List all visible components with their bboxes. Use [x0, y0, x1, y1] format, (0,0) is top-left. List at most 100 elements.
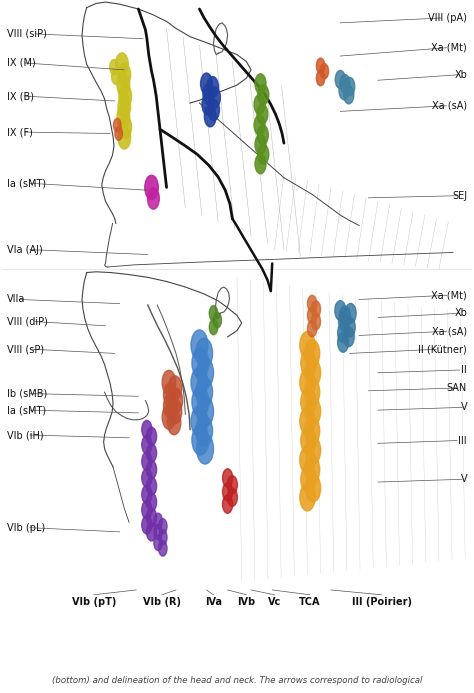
Ellipse shape: [159, 519, 167, 534]
Ellipse shape: [146, 493, 156, 511]
Ellipse shape: [300, 484, 315, 511]
Ellipse shape: [316, 58, 325, 73]
Ellipse shape: [162, 370, 176, 394]
Ellipse shape: [304, 378, 320, 406]
Ellipse shape: [192, 348, 209, 378]
Ellipse shape: [201, 73, 212, 94]
Ellipse shape: [197, 358, 213, 388]
Ellipse shape: [308, 295, 317, 312]
Ellipse shape: [254, 94, 265, 114]
Ellipse shape: [204, 105, 216, 127]
Ellipse shape: [300, 446, 315, 473]
Ellipse shape: [118, 63, 131, 86]
Ellipse shape: [300, 369, 315, 396]
Ellipse shape: [339, 306, 350, 326]
Ellipse shape: [213, 313, 221, 328]
Text: SAN: SAN: [447, 383, 467, 393]
Bar: [2, 270, 472, 585]
Ellipse shape: [344, 86, 354, 104]
Text: (bottom) and delineation of the head and neck. The arrows correspond to radiolog: (bottom) and delineation of the head and…: [52, 676, 422, 685]
Ellipse shape: [316, 71, 325, 86]
Ellipse shape: [117, 73, 130, 96]
Text: SEJ: SEJ: [452, 191, 467, 201]
Ellipse shape: [110, 60, 118, 75]
Ellipse shape: [301, 466, 316, 493]
Ellipse shape: [210, 319, 218, 335]
Ellipse shape: [116, 53, 128, 76]
Text: IVb: IVb: [237, 597, 255, 607]
Ellipse shape: [192, 387, 209, 417]
Ellipse shape: [167, 410, 181, 435]
Ellipse shape: [304, 340, 320, 367]
Ellipse shape: [168, 376, 182, 400]
Ellipse shape: [164, 394, 177, 418]
Ellipse shape: [164, 383, 177, 407]
Ellipse shape: [255, 73, 266, 94]
Bar: [2, 1, 472, 267]
Text: III: III: [458, 436, 467, 446]
Text: VIb (pL): VIb (pL): [7, 523, 45, 533]
Ellipse shape: [147, 188, 159, 209]
Ellipse shape: [146, 460, 156, 479]
Ellipse shape: [227, 475, 237, 494]
Ellipse shape: [335, 301, 346, 320]
Ellipse shape: [258, 144, 269, 164]
Ellipse shape: [142, 516, 152, 534]
Ellipse shape: [146, 508, 156, 527]
Text: Xa (Mt): Xa (Mt): [431, 43, 467, 53]
Ellipse shape: [202, 94, 214, 115]
Text: Xa (sA): Xa (sA): [432, 100, 467, 111]
Ellipse shape: [192, 425, 209, 455]
Text: Xb: Xb: [454, 308, 467, 318]
Ellipse shape: [343, 327, 354, 346]
Ellipse shape: [255, 134, 266, 155]
Ellipse shape: [196, 416, 212, 446]
Ellipse shape: [305, 437, 321, 464]
Ellipse shape: [305, 398, 321, 426]
Text: III (Poirier): III (Poirier): [352, 597, 411, 607]
Ellipse shape: [208, 99, 219, 121]
Ellipse shape: [338, 312, 349, 331]
Ellipse shape: [162, 405, 176, 429]
Ellipse shape: [222, 482, 233, 501]
Text: VIII (siP): VIII (siP): [7, 29, 47, 39]
Text: VIIa: VIIa: [7, 295, 25, 304]
Text: VIa (AJ): VIa (AJ): [7, 245, 43, 254]
Ellipse shape: [142, 500, 152, 519]
Ellipse shape: [115, 127, 122, 140]
Ellipse shape: [222, 468, 233, 487]
Text: IX (F): IX (F): [7, 127, 33, 137]
Ellipse shape: [169, 388, 182, 412]
Text: V: V: [460, 403, 467, 412]
Ellipse shape: [308, 320, 317, 337]
Ellipse shape: [340, 75, 350, 93]
Ellipse shape: [113, 119, 121, 132]
Ellipse shape: [117, 105, 130, 128]
Ellipse shape: [304, 417, 320, 445]
Ellipse shape: [203, 83, 215, 105]
Text: VIb (pT): VIb (pT): [72, 597, 116, 607]
Ellipse shape: [209, 87, 220, 108]
Ellipse shape: [308, 307, 317, 324]
Ellipse shape: [146, 428, 156, 446]
Ellipse shape: [118, 95, 131, 118]
Ellipse shape: [191, 406, 208, 437]
Text: V: V: [460, 474, 467, 484]
Ellipse shape: [301, 349, 316, 377]
Text: VIII (diP): VIII (diP): [7, 317, 48, 326]
Text: Ia (sMT): Ia (sMT): [7, 405, 46, 415]
Ellipse shape: [146, 444, 156, 462]
Ellipse shape: [191, 367, 208, 398]
Ellipse shape: [154, 524, 162, 539]
Ellipse shape: [207, 76, 219, 98]
Ellipse shape: [254, 115, 265, 135]
Ellipse shape: [145, 175, 158, 200]
Ellipse shape: [311, 313, 320, 330]
Ellipse shape: [210, 306, 218, 321]
Ellipse shape: [142, 421, 152, 439]
Ellipse shape: [305, 475, 321, 502]
Ellipse shape: [335, 71, 346, 89]
Ellipse shape: [196, 338, 212, 369]
Text: IX (B): IX (B): [7, 91, 34, 101]
Ellipse shape: [339, 82, 349, 100]
